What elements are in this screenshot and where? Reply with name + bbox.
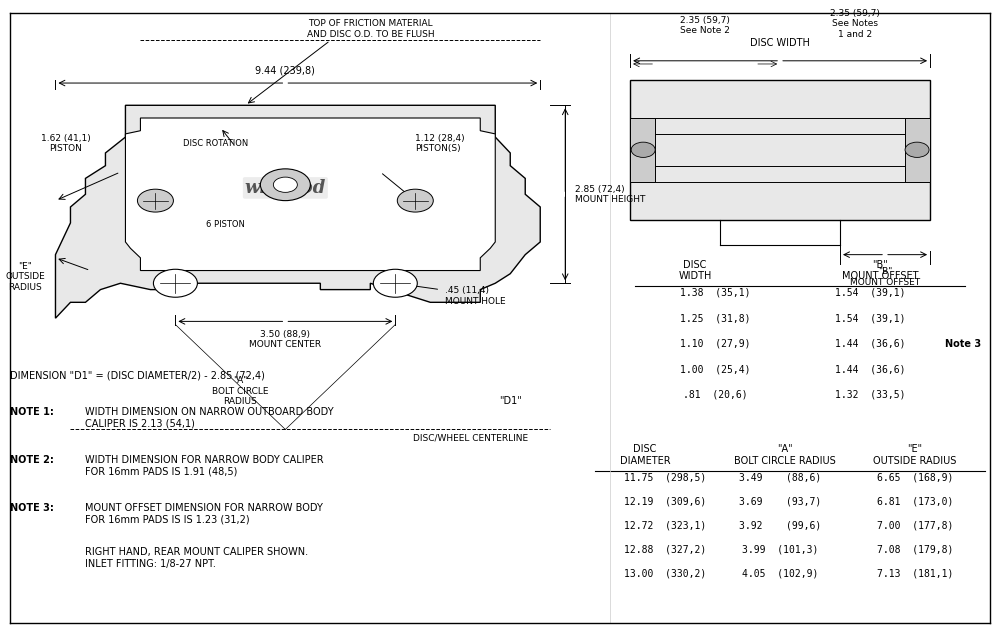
Text: 1.32  (33,5): 1.32 (33,5) bbox=[835, 389, 905, 399]
Circle shape bbox=[905, 142, 929, 157]
Circle shape bbox=[153, 269, 197, 297]
Text: DISC ROTATION: DISC ROTATION bbox=[183, 139, 248, 148]
Text: "A"
BOLT CIRCLE
RADIUS: "A" BOLT CIRCLE RADIUS bbox=[212, 377, 269, 406]
Text: Note 3: Note 3 bbox=[945, 338, 981, 349]
Text: 1.54  (39,1): 1.54 (39,1) bbox=[835, 313, 905, 323]
Text: NOTE 3:: NOTE 3: bbox=[10, 502, 54, 513]
Text: 7.13  (181,1): 7.13 (181,1) bbox=[877, 569, 953, 579]
Text: DISC
DIAMETER: DISC DIAMETER bbox=[620, 444, 670, 466]
Text: 1.62 (41,1)
PISTON: 1.62 (41,1) PISTON bbox=[41, 134, 90, 153]
Text: 1.44  (36,6): 1.44 (36,6) bbox=[835, 338, 905, 349]
Text: "D1": "D1" bbox=[499, 396, 522, 406]
Text: 4.05  (102,9): 4.05 (102,9) bbox=[742, 569, 818, 579]
Circle shape bbox=[273, 177, 297, 192]
Text: 9.44 (239,8): 9.44 (239,8) bbox=[255, 66, 315, 76]
Text: 7.00  (177,8): 7.00 (177,8) bbox=[877, 520, 953, 530]
Circle shape bbox=[260, 169, 310, 200]
Text: .81  (20,6): .81 (20,6) bbox=[683, 389, 747, 399]
Text: .45 (11,4)
MOUNT HOLE: .45 (11,4) MOUNT HOLE bbox=[445, 286, 506, 306]
Text: "A"
BOLT CIRCLE RADIUS: "A" BOLT CIRCLE RADIUS bbox=[734, 444, 836, 466]
Text: 1.38  (35,1): 1.38 (35,1) bbox=[680, 287, 750, 298]
Text: 11.75  (298,5): 11.75 (298,5) bbox=[624, 472, 706, 482]
Text: 6.65  (168,9): 6.65 (168,9) bbox=[877, 472, 953, 482]
Text: "B"
MOUNT OFFSET: "B" MOUNT OFFSET bbox=[850, 267, 920, 287]
Text: WIDTH DIMENSION ON NARROW OUTBOARD BODY
CALIPER IS 2.13 (54,1): WIDTH DIMENSION ON NARROW OUTBOARD BODY … bbox=[85, 407, 334, 429]
Text: 1.00  (25,4): 1.00 (25,4) bbox=[680, 364, 750, 374]
Text: MOUNT OFFSET DIMENSION FOR NARROW BODY
FOR 16mm PADS IS IS 1.23 (31,2): MOUNT OFFSET DIMENSION FOR NARROW BODY F… bbox=[85, 502, 323, 524]
Circle shape bbox=[631, 142, 655, 157]
Text: 1.44  (36,6): 1.44 (36,6) bbox=[835, 364, 905, 374]
Text: 7.08  (179,8): 7.08 (179,8) bbox=[877, 544, 953, 555]
Text: "B"
MOUNT OFFSET: "B" MOUNT OFFSET bbox=[842, 259, 918, 281]
Text: 12.88  (327,2): 12.88 (327,2) bbox=[624, 544, 706, 555]
Text: 2.35 (59,7)
See Notes
1 and 2: 2.35 (59,7) See Notes 1 and 2 bbox=[830, 9, 880, 39]
Text: DISC WIDTH: DISC WIDTH bbox=[750, 38, 810, 48]
Polygon shape bbox=[55, 106, 540, 318]
Text: "E"
OUTSIDE
RADIUS: "E" OUTSIDE RADIUS bbox=[6, 262, 45, 292]
FancyBboxPatch shape bbox=[905, 118, 930, 181]
FancyBboxPatch shape bbox=[630, 118, 655, 181]
Text: 12.72  (323,1): 12.72 (323,1) bbox=[624, 520, 706, 530]
Text: NOTE 1:: NOTE 1: bbox=[10, 407, 54, 417]
Text: TOP OF FRICTION MATERIAL
AND DISC O.D. TO BE FLUSH: TOP OF FRICTION MATERIAL AND DISC O.D. T… bbox=[307, 19, 434, 39]
Text: 13.00  (330,2): 13.00 (330,2) bbox=[624, 569, 706, 579]
Text: 1.25  (31,8): 1.25 (31,8) bbox=[680, 313, 750, 323]
Text: 6 PISTON: 6 PISTON bbox=[206, 219, 245, 229]
Text: 1.12 (28,4)
PISTON(S): 1.12 (28,4) PISTON(S) bbox=[415, 134, 465, 153]
Text: WIDTH DIMENSION FOR NARROW BODY CALIPER
FOR 16mm PADS IS 1.91 (48,5): WIDTH DIMENSION FOR NARROW BODY CALIPER … bbox=[85, 455, 324, 476]
Circle shape bbox=[137, 189, 173, 212]
Text: RIGHT HAND, REAR MOUNT CALIPER SHOWN.
INLET FITTING: 1/8-27 NPT.: RIGHT HAND, REAR MOUNT CALIPER SHOWN. IN… bbox=[85, 547, 309, 569]
Text: NOTE 2:: NOTE 2: bbox=[10, 455, 54, 465]
Polygon shape bbox=[125, 118, 495, 270]
Text: 1.10  (27,9): 1.10 (27,9) bbox=[680, 338, 750, 349]
Text: 2.85 (72,4)
MOUNT HEIGHT: 2.85 (72,4) MOUNT HEIGHT bbox=[575, 184, 646, 204]
Text: 12.19  (309,6): 12.19 (309,6) bbox=[624, 496, 706, 506]
Text: wilwood: wilwood bbox=[245, 179, 326, 197]
Circle shape bbox=[397, 189, 433, 212]
Text: DIMENSION "D1" = (DISC DIAMETER/2) - 2.85 (72,4): DIMENSION "D1" = (DISC DIAMETER/2) - 2.8… bbox=[10, 370, 265, 380]
Text: 3.69    (93,7): 3.69 (93,7) bbox=[739, 496, 821, 506]
Circle shape bbox=[373, 269, 417, 297]
Text: 1.54  (39,1): 1.54 (39,1) bbox=[835, 287, 905, 298]
Text: 3.92    (99,6): 3.92 (99,6) bbox=[739, 520, 821, 530]
Text: 2.35 (59,7)
See Note 2: 2.35 (59,7) See Note 2 bbox=[680, 16, 730, 36]
Text: DISC
WIDTH: DISC WIDTH bbox=[678, 259, 712, 281]
Text: "E"
OUTSIDE RADIUS: "E" OUTSIDE RADIUS bbox=[873, 444, 957, 466]
Text: 3.50 (88,9)
MOUNT CENTER: 3.50 (88,9) MOUNT CENTER bbox=[249, 329, 321, 349]
Text: DISC/WHEEL CENTERLINE: DISC/WHEEL CENTERLINE bbox=[413, 434, 528, 443]
Text: 3.49    (88,6): 3.49 (88,6) bbox=[739, 472, 821, 482]
Text: 6.81  (173,0): 6.81 (173,0) bbox=[877, 496, 953, 506]
Text: 3.99  (101,3): 3.99 (101,3) bbox=[742, 544, 818, 555]
FancyBboxPatch shape bbox=[630, 80, 930, 219]
